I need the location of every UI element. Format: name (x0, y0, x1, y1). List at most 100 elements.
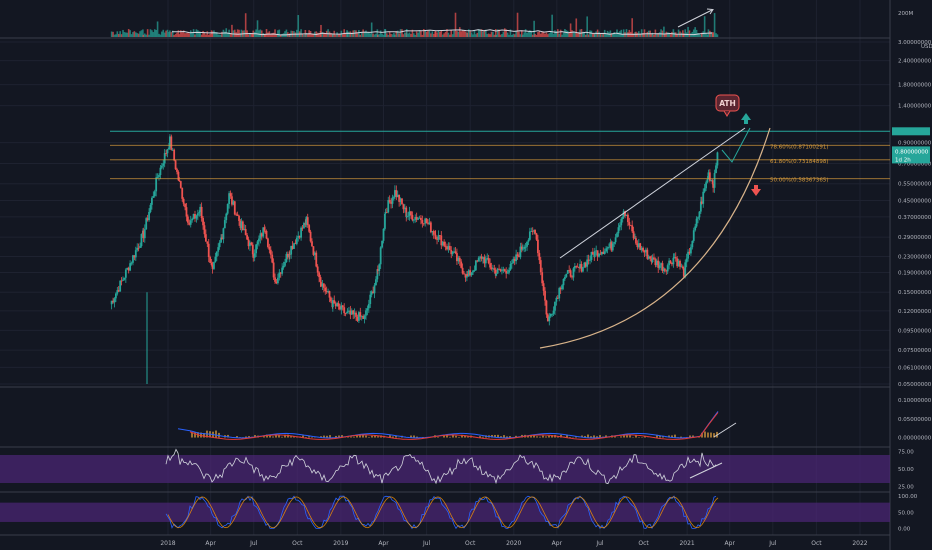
macd-hist-bar (659, 436, 661, 438)
candle-body (420, 217, 422, 221)
candle-body (643, 251, 646, 253)
candle-body (211, 265, 214, 269)
volume-bar (258, 30, 260, 37)
volume-tick-label: 200M (898, 11, 913, 17)
currency-label: USD (921, 44, 932, 50)
volume-bar (695, 29, 698, 37)
volume-bar (372, 33, 374, 37)
time-tick-label: 2019 (333, 540, 348, 547)
time-tick-label: Apr (552, 540, 563, 547)
volume-bar (574, 32, 576, 37)
volume-bar (705, 33, 707, 37)
volume-bar (158, 33, 160, 37)
candle-body (494, 269, 497, 276)
candle-body (379, 247, 382, 265)
volume-bar (265, 29, 268, 37)
candle-body (298, 235, 301, 238)
volume-bar (413, 33, 415, 37)
candle-body (306, 217, 309, 226)
candle-body (671, 263, 673, 265)
macd-hist-bar (656, 434, 658, 438)
candle-body (279, 272, 282, 274)
candle-body (288, 253, 291, 258)
candle-body (200, 206, 203, 218)
macd-hist-bar (245, 436, 247, 438)
volume-bar (368, 31, 370, 37)
candle-body (487, 258, 490, 264)
volume-bar (362, 29, 364, 37)
candle-body (328, 291, 331, 298)
volume-bar (139, 31, 141, 37)
candle-body (265, 231, 268, 239)
candle-body (204, 234, 207, 242)
volume-bar (376, 29, 379, 37)
volume-bar (198, 31, 201, 37)
volume-bar (656, 33, 658, 37)
volume-bar (665, 31, 668, 37)
candle-body (591, 251, 594, 254)
volume-bar (518, 31, 520, 37)
volume-bar (621, 34, 624, 37)
candle-body (711, 180, 714, 184)
candle-body (579, 264, 581, 269)
volume-bar (545, 32, 548, 37)
candle-body (222, 228, 225, 240)
candle-body (680, 266, 683, 268)
candle-body (673, 257, 676, 258)
candle-body (431, 231, 434, 233)
candle-body (251, 244, 254, 255)
candle-body (362, 315, 365, 319)
candle-body (527, 239, 530, 242)
volume-bar (572, 31, 575, 37)
volume-bar (405, 29, 408, 37)
candle-body (715, 165, 717, 174)
candle-body (194, 214, 196, 219)
volume-bar (334, 34, 337, 37)
candle-body (640, 247, 643, 250)
macd-hist-bar (248, 436, 250, 438)
candle-body (153, 191, 156, 197)
volume-bar (548, 33, 551, 37)
volume-bar (486, 33, 489, 37)
candle-body (179, 181, 182, 188)
volume-trend-arrow (677, 9, 713, 28)
volume-bar (155, 30, 157, 37)
volume-bar (217, 34, 220, 37)
candle-body (333, 300, 336, 304)
volume-bar (203, 32, 206, 37)
volume-bar (650, 33, 653, 37)
candle-body (629, 225, 632, 227)
candle-body (373, 285, 376, 294)
macd-hist-bar (284, 434, 286, 438)
volume-bar (684, 29, 687, 37)
macd-hist-bar (593, 435, 595, 438)
candles (110, 134, 719, 326)
volume-bar (464, 31, 467, 37)
volume-bar (437, 30, 440, 37)
candle-body (647, 256, 650, 259)
candle-body (482, 257, 484, 259)
candle-body (618, 225, 621, 228)
volume-bar (425, 31, 428, 37)
volume-bar (143, 33, 146, 37)
volume-bar (187, 32, 189, 37)
macd-hist-bar (545, 436, 547, 438)
candle-body (290, 245, 293, 255)
volume-bar (551, 14, 553, 37)
volume-bar (136, 33, 139, 37)
candle-body (606, 247, 609, 249)
volume-bar (229, 33, 232, 37)
candle-body (318, 272, 320, 278)
volume-bar (359, 34, 362, 37)
macd-hist-bar (326, 435, 328, 438)
candle-body (654, 259, 657, 266)
macd-hist-bar (338, 435, 340, 438)
candle-body (191, 218, 194, 221)
volume-bar (272, 32, 275, 37)
candle-body (137, 247, 140, 249)
candle-body (537, 239, 539, 254)
volume-bar (411, 29, 414, 37)
volume-bar (350, 32, 353, 37)
volume-bar (117, 33, 120, 37)
